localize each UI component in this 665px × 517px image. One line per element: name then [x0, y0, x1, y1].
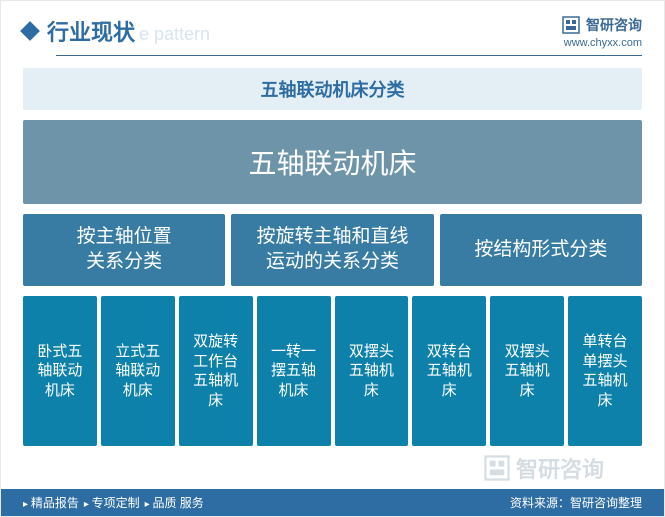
footer-item-1: 专项定制: [84, 494, 140, 511]
leaf-1-label: 立式五轴联动机床: [114, 342, 162, 401]
diamond-icon: [20, 21, 40, 41]
leaf-4: 双摆头五轴机床: [335, 296, 409, 446]
category-row: 按主轴位置关系分类 按旋转主轴和直线运动的关系分类 按结构形式分类: [23, 214, 642, 286]
leaf-0: 卧式五轴联动机床: [23, 296, 97, 446]
leaf-3-label: 一转一摆五轴机床: [270, 342, 318, 401]
category-0-label: 按主轴位置关系分类: [77, 225, 172, 274]
brand-text: 智研咨询: [586, 15, 642, 35]
header-right: 智研咨询 www.chyxx.com: [562, 15, 642, 49]
leaf-3: 一转一摆五轴机床: [257, 296, 331, 446]
footer-source: 资料来源：智研咨询整理: [510, 494, 642, 511]
diagram-title-bar: 五轴联动机床分类: [23, 68, 642, 110]
leaf-0-label: 卧式五轴联动机床: [36, 342, 84, 401]
header-title-cn: 行业现状: [47, 20, 135, 45]
leaf-4-label: 双摆头五轴机床: [347, 342, 395, 401]
footer-left: 精品报告 专项定制 品质 服务: [23, 494, 204, 511]
footer-item-2: 品质 服务: [145, 494, 204, 511]
category-1: 按旋转主轴和直线运动的关系分类: [231, 214, 433, 286]
footer: 精品报告 专项定制 品质 服务 资料来源：智研咨询整理: [1, 489, 664, 516]
leaf-2-label: 双旋转工作台五轴机床: [192, 332, 240, 410]
watermark: 智研咨询: [484, 452, 604, 484]
leaf-row: 卧式五轴联动机床 立式五轴联动机床 双旋转工作台五轴机床 一转一摆五轴机床 双摆…: [23, 296, 642, 446]
header-title-en: e pattern: [139, 24, 210, 44]
header-title-wrap: 行业现状e pattern: [47, 15, 210, 47]
brand-url: www.chyxx.com: [564, 37, 642, 49]
brand-icon: [562, 16, 580, 34]
footer-item-0: 精品报告: [23, 494, 79, 511]
leaf-7-label: 单转台单摆头五轴机床: [581, 332, 629, 410]
brand-row: 智研咨询: [562, 15, 642, 35]
category-2-label: 按结构形式分类: [474, 238, 607, 263]
header-left: 行业现状e pattern: [23, 15, 210, 47]
leaf-6: 双摆头五轴机床: [490, 296, 564, 446]
leaf-5-label: 双转台五轴机床: [425, 342, 473, 401]
leaf-7: 单转台单摆头五轴机床: [568, 296, 642, 446]
diagram: 五轴联动机床分类 五轴联动机床 按主轴位置关系分类 按旋转主轴和直线运动的关系分…: [1, 56, 664, 446]
header: 行业现状e pattern 智研咨询 www.chyxx.com: [1, 1, 664, 49]
leaf-2: 双旋转工作台五轴机床: [179, 296, 253, 446]
category-2: 按结构形式分类: [440, 214, 642, 286]
leaf-5: 双转台五轴机床: [412, 296, 486, 446]
category-1-label: 按旋转主轴和直线运动的关系分类: [256, 225, 408, 274]
watermark-text: 智研咨询: [516, 452, 604, 484]
leaf-1: 立式五轴联动机床: [101, 296, 175, 446]
category-0: 按主轴位置关系分类: [23, 214, 225, 286]
leaf-6-label: 双摆头五轴机床: [503, 342, 551, 401]
diagram-root: 五轴联动机床: [23, 120, 642, 204]
